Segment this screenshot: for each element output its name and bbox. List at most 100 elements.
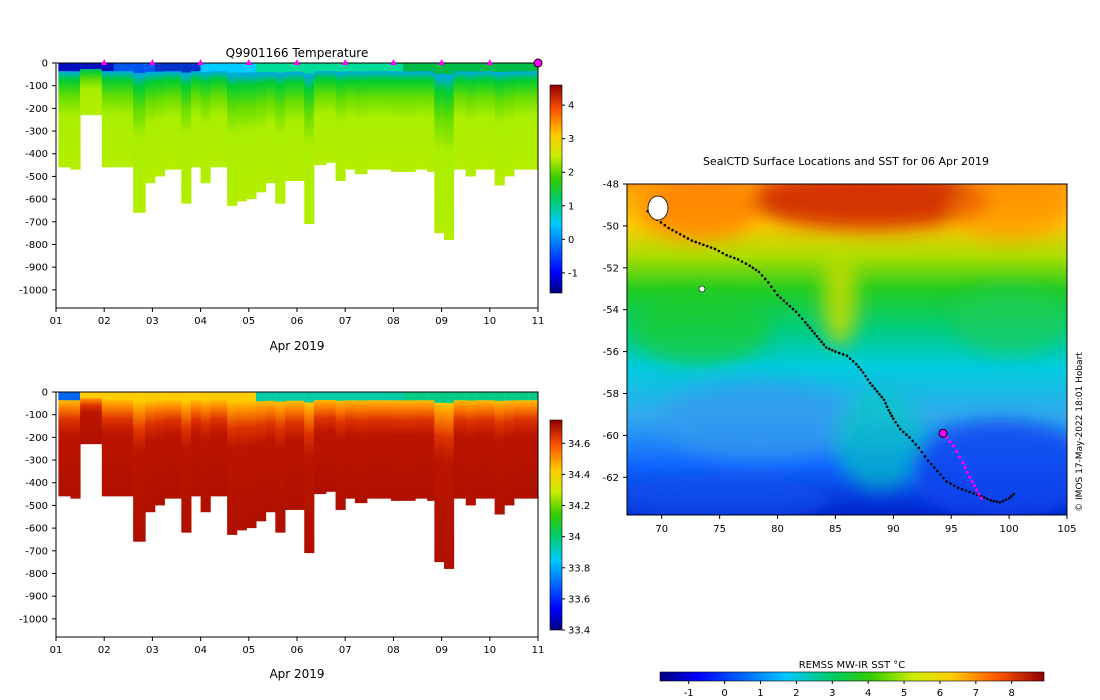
profile-column (174, 392, 182, 499)
surface-layer (494, 392, 505, 401)
surface-layer (219, 392, 228, 401)
y-tick-label: -200 (25, 433, 48, 444)
colorbar-tick-label: -1 (568, 268, 578, 279)
profile-column (528, 63, 538, 170)
recent-track-point (972, 484, 976, 488)
x-tick-label: 11 (532, 316, 545, 327)
x-tick-label: 02 (98, 645, 111, 656)
profile-column (313, 63, 327, 166)
profile-column (390, 63, 404, 172)
x-tick-label: 01 (50, 645, 63, 656)
profile-column (227, 392, 238, 535)
track-point (797, 313, 801, 317)
profile-column (246, 392, 257, 529)
track-point (932, 466, 936, 469)
surface-layer (125, 392, 134, 401)
profile-column (125, 392, 134, 497)
track-point (725, 253, 728, 257)
map-y-tick-label: -62 (603, 473, 619, 484)
profile-column (513, 63, 529, 170)
profile-column (494, 63, 505, 186)
track-point (766, 281, 770, 284)
profile-column (164, 63, 175, 170)
track-point (884, 401, 887, 405)
profile-column (80, 392, 91, 445)
track-point (890, 414, 894, 418)
surface-layer (89, 63, 103, 70)
surface-layer (125, 63, 134, 72)
sst-tick-label: 7 (973, 688, 979, 699)
profile-column (275, 63, 286, 204)
track-point (880, 395, 884, 399)
track-point (788, 304, 792, 308)
track-point (871, 384, 874, 388)
track-point (791, 307, 795, 311)
colorbar-tick-label: 33.6 (568, 594, 590, 605)
current-location-marker (938, 428, 948, 438)
track-point (810, 329, 814, 332)
profile-column (125, 63, 134, 168)
surface-layer (200, 63, 211, 72)
track-point (827, 347, 831, 351)
track-point (845, 354, 849, 358)
track-point (875, 390, 879, 393)
profile-marker (390, 59, 397, 65)
track-point (1007, 496, 1011, 500)
profile-column (484, 63, 496, 170)
profile-column (378, 392, 392, 499)
track-point (1012, 492, 1016, 496)
track-point (989, 499, 992, 502)
sst-tick-label: 8 (1009, 688, 1015, 699)
recent-track-point (979, 496, 983, 500)
map-x-tick-label: 80 (771, 524, 784, 535)
track-point (992, 499, 995, 503)
temperature-y-ticks: 0 -100 -200 -300 -400 -500 -600 -700 -800 -900 -10… (19, 59, 56, 296)
track-point (800, 317, 804, 321)
surface-layer (465, 63, 476, 72)
profile-column (133, 392, 146, 542)
map-y-tick-label: -54 (603, 305, 619, 316)
sst-colorbar-ticks: -1 0 1 2 3 4 5 6 7 8 (684, 681, 1015, 699)
x-tick-label: 03 (146, 316, 159, 327)
sst-colorbar (659, 671, 1045, 682)
profile-column (164, 392, 175, 499)
profile-column (101, 392, 115, 497)
y-tick-label: -300 (25, 127, 48, 138)
track-point (729, 255, 732, 258)
surface-layer (154, 392, 165, 401)
profile-column (133, 63, 146, 213)
profile-column (154, 63, 165, 177)
map-y-tick-label: -50 (603, 221, 619, 232)
surface-layer (265, 392, 276, 401)
track-point (663, 223, 667, 227)
salinity-colorbar (549, 419, 563, 631)
track-point (888, 411, 892, 415)
colorbar-tick-label: 0 (568, 235, 574, 246)
profile-column (465, 63, 476, 177)
track-point (702, 243, 705, 247)
surface-layer (101, 63, 115, 72)
track-point (837, 351, 841, 355)
profile-marker (342, 59, 349, 65)
island-heard (698, 285, 706, 293)
profile-column (415, 63, 428, 170)
profile-column (427, 392, 435, 501)
surface-layer (145, 392, 156, 401)
track-point (671, 228, 674, 232)
surface-layer (513, 63, 529, 72)
x-tick-label: 01 (50, 316, 63, 327)
x-tick-label: 05 (242, 645, 255, 656)
profile-column (181, 392, 192, 533)
recent-track-point (961, 461, 965, 465)
x-tick-label: 04 (194, 645, 207, 656)
surface-layer (89, 392, 103, 399)
x-tick-label: 06 (291, 316, 304, 327)
surface-layer (325, 63, 337, 71)
colorbar-tick-label: 4 (568, 101, 574, 112)
surface-layer (390, 63, 404, 72)
track-point (667, 226, 670, 230)
profile-column (70, 63, 81, 170)
track-point (885, 405, 889, 409)
profile-column (335, 63, 346, 181)
